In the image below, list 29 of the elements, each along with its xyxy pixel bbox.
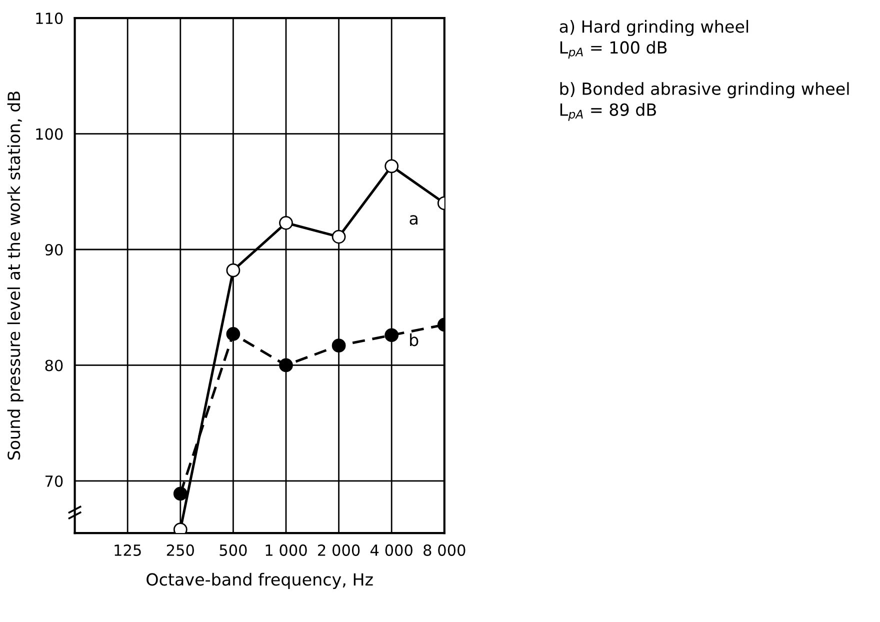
point [384, 328, 399, 342]
point [226, 327, 240, 341]
x-axis-title: Octave-band frequency, Hz [146, 572, 373, 589]
point [332, 338, 346, 353]
y-tick-label: 70 [46, 475, 63, 487]
series-label: a [410, 215, 418, 225]
series-label: b [410, 333, 418, 346]
point [173, 486, 188, 501]
y-tick-label: 110 [36, 12, 63, 24]
y-tick-label: 100 [36, 128, 63, 140]
y-axis-title: Sound pressure level at the work station, dB [7, 92, 24, 460]
x-tick-label: 2 000 [318, 544, 360, 556]
text: L$_{pA}$ = 100 dB [560, 40, 667, 59]
text: a) Hard grinding wheel [560, 20, 748, 36]
y-tick-label: 80 [45, 360, 63, 372]
x-tick-label: 500 [220, 544, 247, 556]
point [279, 358, 293, 372]
x-tick-label: 4 000 [370, 544, 412, 556]
text: b) Bonded abrasive grinding wheel [560, 82, 849, 98]
x-tick-label: 250 [166, 544, 194, 556]
point [226, 263, 240, 278]
point [332, 230, 346, 244]
x-tick-label: 8 000 [424, 544, 466, 556]
y-tick-label: 90 [45, 244, 63, 256]
x-tick-label: 125 [114, 544, 141, 556]
x-tick-label: 1 000 [266, 544, 307, 556]
point [279, 216, 293, 230]
point [384, 159, 399, 174]
text: L$_{pA}$ = 89 dB [560, 103, 656, 121]
